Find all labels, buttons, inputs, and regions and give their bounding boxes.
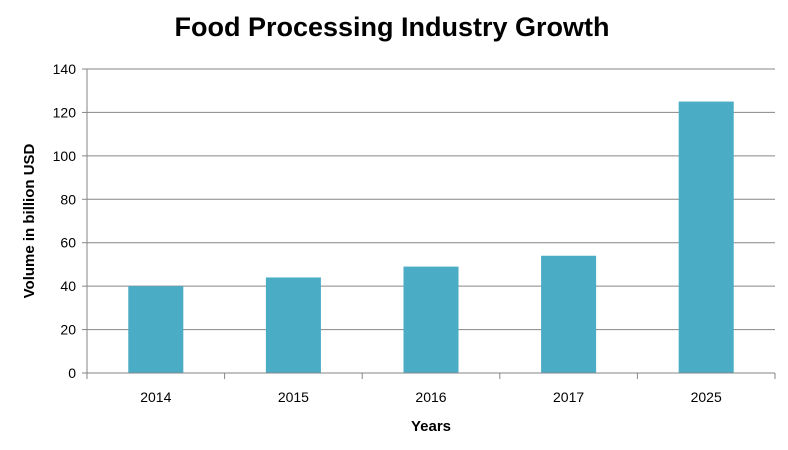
bar-2014: [128, 286, 184, 373]
y-tick-label: 120: [53, 104, 77, 120]
x-tick-labels: 2014 2015 2016 2017 2025: [140, 389, 722, 405]
y-tick-label: 80: [60, 191, 76, 207]
y-tick-label: 60: [60, 235, 76, 251]
y-tick-label: 140: [53, 61, 77, 77]
y-tick-label: 0: [68, 365, 76, 381]
bar-2016: [403, 266, 459, 373]
bar-2025: [678, 101, 734, 374]
x-tick-label: 2016: [415, 389, 446, 405]
x-tick-label: 2017: [553, 389, 584, 405]
gridlines: [87, 68, 775, 331]
x-tick-label: 2015: [278, 389, 309, 405]
y-tick-labels: 0 20 40 60 80 100 120 140: [53, 61, 77, 381]
y-tick-label: 40: [60, 278, 76, 294]
y-tick-label: 100: [53, 148, 77, 164]
y-tick-label: 20: [60, 322, 76, 338]
bars: [128, 101, 734, 374]
bar-2017: [541, 255, 597, 373]
x-axis-title: Years: [411, 418, 451, 435]
chart-title: Food Processing Industry Growth: [174, 12, 609, 42]
axes: [82, 68, 776, 379]
x-tick-label: 2014: [140, 389, 171, 405]
bar-2015: [265, 277, 321, 373]
x-tick-label: 2025: [691, 389, 722, 405]
y-axis-title: Volume in billion USD: [21, 143, 38, 298]
